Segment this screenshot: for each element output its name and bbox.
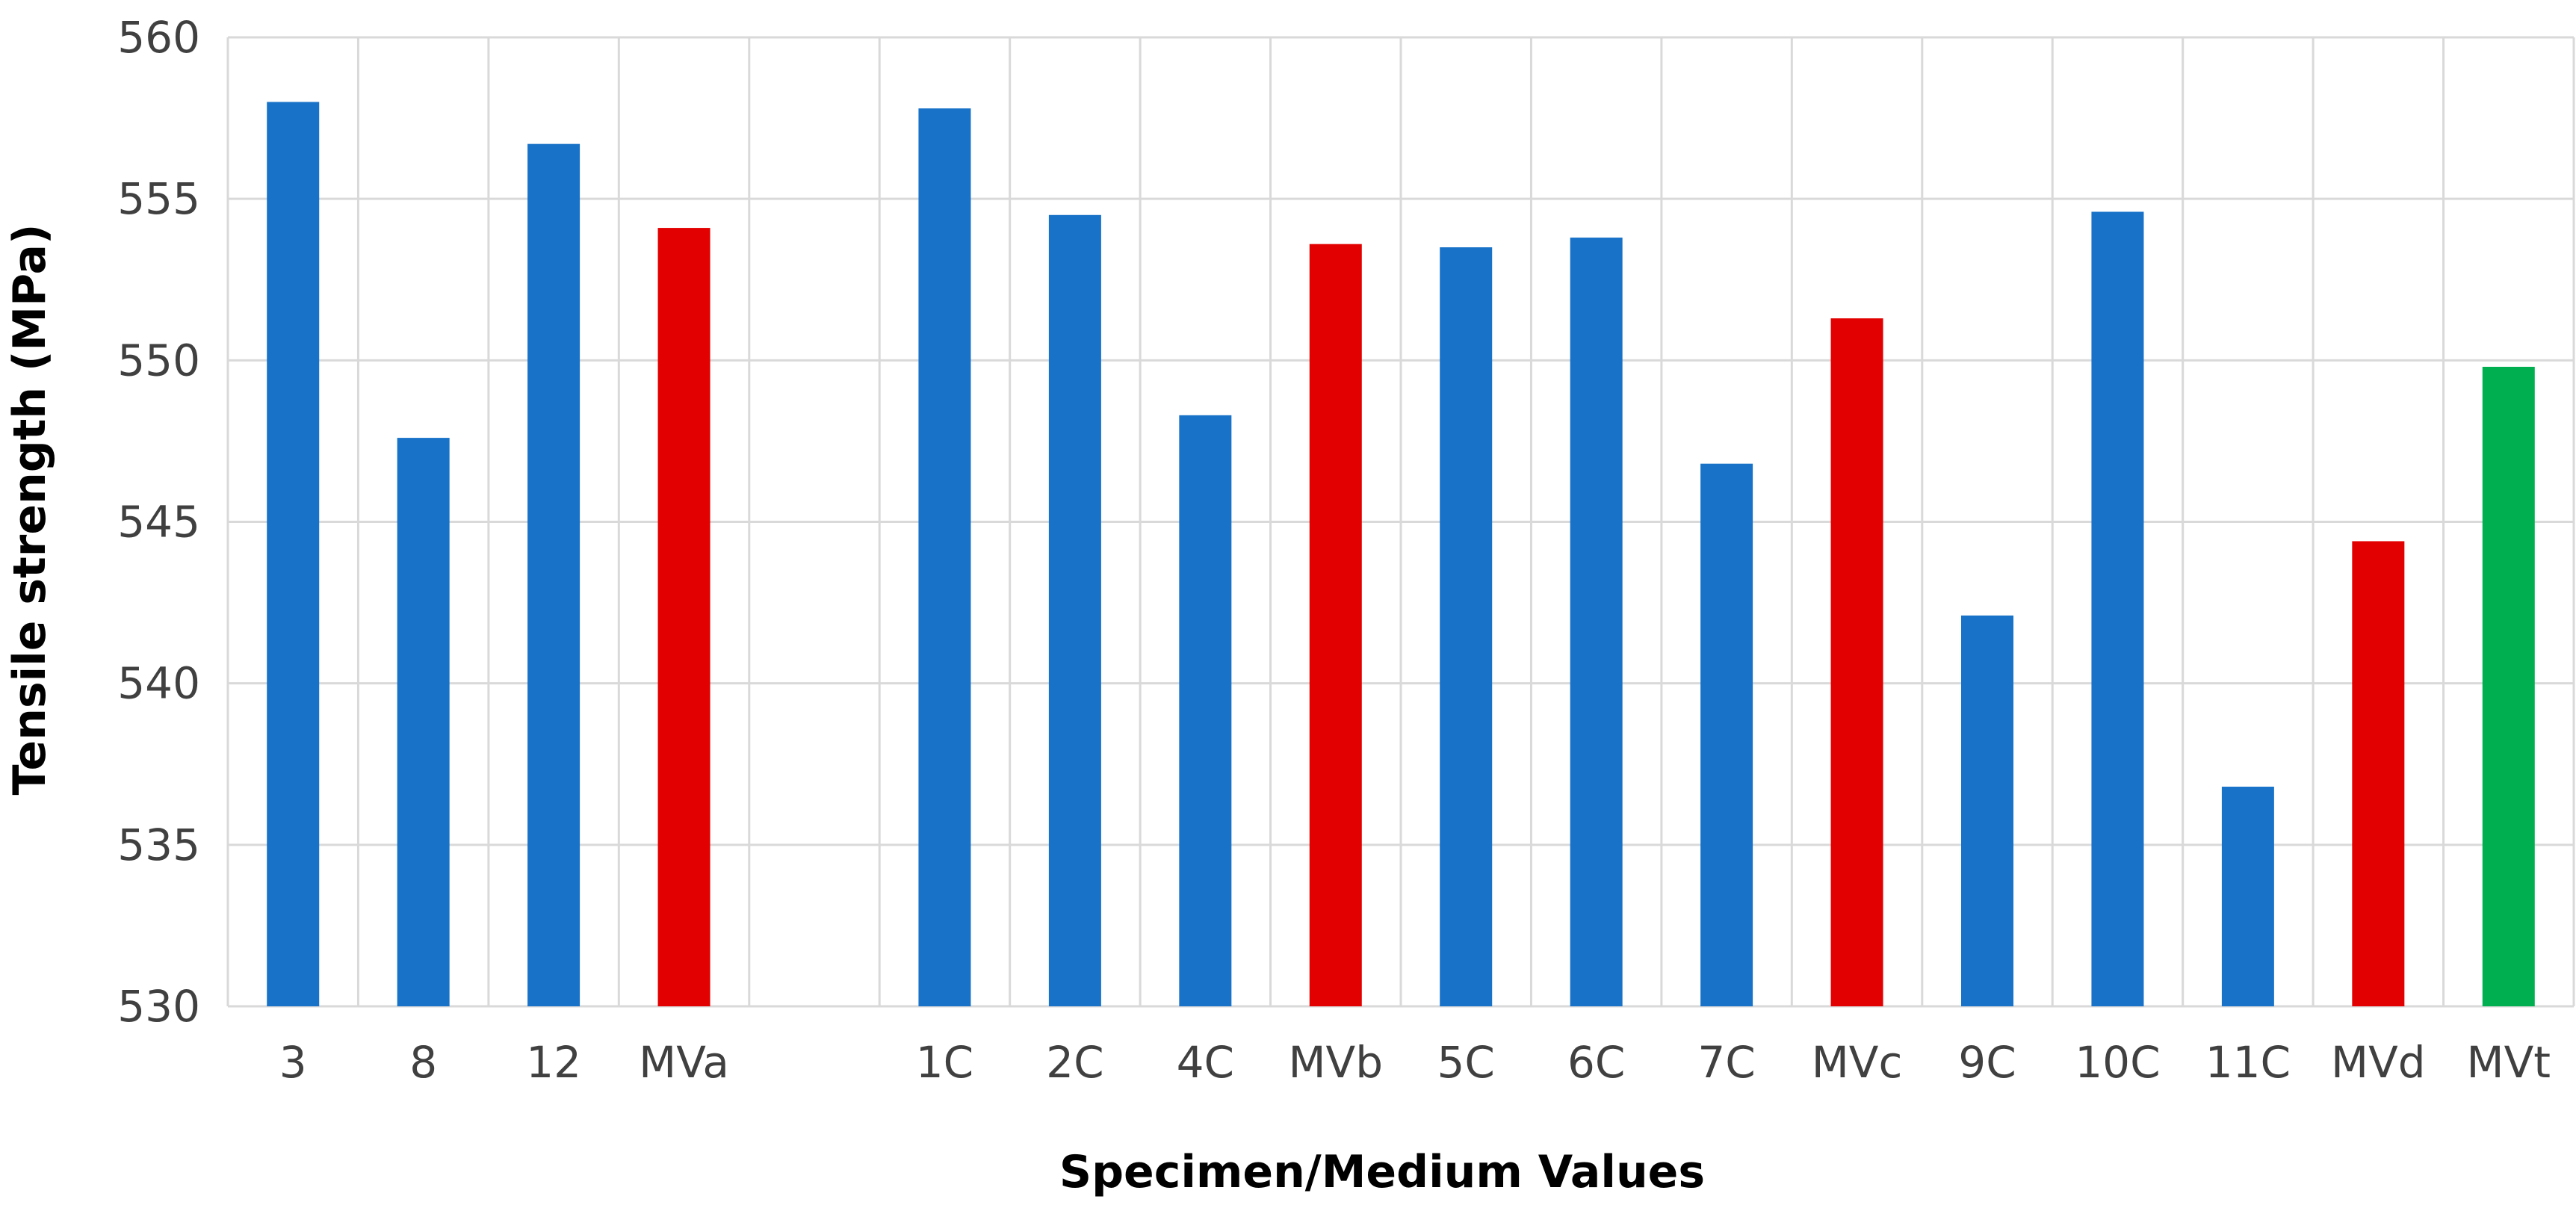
gridlines xyxy=(226,36,2575,1008)
bar-3 xyxy=(267,102,320,1006)
bar-2c xyxy=(1048,214,1101,1006)
bar-mvt xyxy=(2482,366,2535,1007)
x-tick-label-1c: 1C xyxy=(916,1037,973,1088)
bar-5c xyxy=(1440,247,1493,1006)
x-tick-label-3: 3 xyxy=(279,1037,307,1088)
x-axis-title: Specimen/Medium Values xyxy=(1059,1146,1705,1198)
x-tick-label-mvc: MVc xyxy=(1812,1037,1903,1088)
y-tick-label: 540 xyxy=(117,658,200,709)
x-tick-label-6c: 6C xyxy=(1567,1037,1625,1088)
bar-9c xyxy=(1961,615,2013,1006)
y-axis-title: Tensile strength (MPa) xyxy=(4,224,56,796)
bar-4c xyxy=(1179,415,1232,1006)
bar-6c xyxy=(1570,238,1623,1007)
bar-mvc xyxy=(1830,318,1883,1006)
bar-8 xyxy=(397,438,450,1006)
x-tick-label-11c: 11C xyxy=(2205,1037,2291,1088)
bar-7c xyxy=(1700,463,1753,1006)
x-tick-label-7c: 7C xyxy=(1697,1037,1755,1088)
x-tick-label-12: 12 xyxy=(526,1037,581,1088)
x-tick-label-9c: 9C xyxy=(1958,1037,2016,1088)
bar-11c xyxy=(2221,787,2274,1006)
y-tick-label: 550 xyxy=(117,335,200,385)
bar-mvb xyxy=(1309,244,1362,1006)
x-tick-label-mvt: MVt xyxy=(2467,1037,2551,1088)
x-tick-label-mvd: MVd xyxy=(2331,1037,2426,1088)
bar-mva xyxy=(657,228,710,1006)
x-tick-label-mvb: MVb xyxy=(1289,1037,1384,1088)
x-tick-label-2c: 2C xyxy=(1046,1037,1103,1088)
x-tick-labels: 3 8 12 MVa 1C 2C 4C MVb 5C 6C 7C MVc 9C 10C 11C MVd MVt xyxy=(279,1037,2551,1088)
x-tick-label-5c: 5C xyxy=(1437,1037,1495,1088)
y-tick-label: 555 xyxy=(117,173,200,224)
bars xyxy=(267,102,2535,1007)
x-tick-label-4c: 4C xyxy=(1177,1037,1234,1088)
bar-1c xyxy=(918,108,971,1007)
x-tick-label-8: 8 xyxy=(409,1037,437,1088)
y-tick-label: 545 xyxy=(117,497,200,548)
x-tick-label-mva: MVa xyxy=(639,1037,729,1088)
bar-12 xyxy=(527,143,580,1006)
y-tick-label: 560 xyxy=(117,12,200,63)
bar-10c xyxy=(2091,211,2144,1007)
y-tick-label: 535 xyxy=(117,820,200,870)
y-tick-label: 530 xyxy=(117,981,200,1032)
bar-mvd xyxy=(2352,541,2405,1006)
x-tick-label-10c: 10C xyxy=(2075,1037,2160,1088)
y-tick-labels: 530 535 540 545 550 555 560 xyxy=(117,12,200,1032)
